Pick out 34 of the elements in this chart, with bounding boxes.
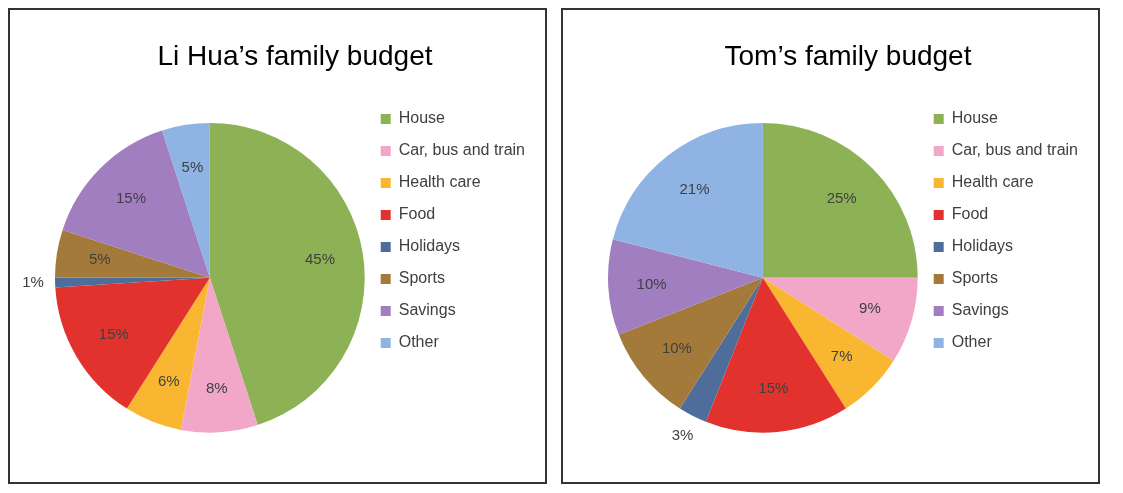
chart-title: Tom’s family budget (724, 39, 972, 71)
data-label: 45% (304, 250, 335, 268)
legend-label: Car, bus and train (951, 141, 1078, 159)
legend-label: Food (398, 205, 436, 223)
data-label: 7% (830, 346, 853, 364)
data-label: 5% (181, 157, 204, 175)
legend-label: Sports (951, 269, 998, 287)
data-label: 10% (636, 274, 667, 292)
data-label: 3% (671, 425, 694, 443)
legend-label: House (951, 109, 999, 127)
legend-label: Health care (951, 173, 1034, 191)
legend-label: Other (951, 333, 993, 351)
legend-label: Food (951, 205, 989, 223)
data-label: 15% (98, 324, 129, 342)
legend-label: Sports (398, 269, 445, 287)
data-label: 15% (116, 189, 147, 207)
data-label: 15% (758, 378, 789, 396)
data-label: 1% (22, 273, 44, 291)
data-label: 21% (679, 179, 710, 197)
legend-label: Savings (951, 301, 1009, 319)
data-label: 8% (206, 379, 228, 397)
legend-label: Holidays (398, 237, 461, 255)
legend-label: Car, bus and train (398, 141, 525, 159)
data-label: 25% (826, 189, 857, 207)
data-label: 5% (88, 250, 111, 268)
legend-label: Other (398, 333, 440, 351)
legend-label: Savings (398, 301, 456, 319)
legend-label: Health care (398, 173, 481, 191)
legend-label: House (398, 109, 446, 127)
chart-title: Li Hua’s family budget (157, 39, 433, 71)
data-label: 9% (859, 299, 881, 317)
legend-label: Holidays (951, 237, 1014, 255)
data-label: 6% (157, 371, 180, 389)
data-label: 10% (661, 339, 692, 357)
